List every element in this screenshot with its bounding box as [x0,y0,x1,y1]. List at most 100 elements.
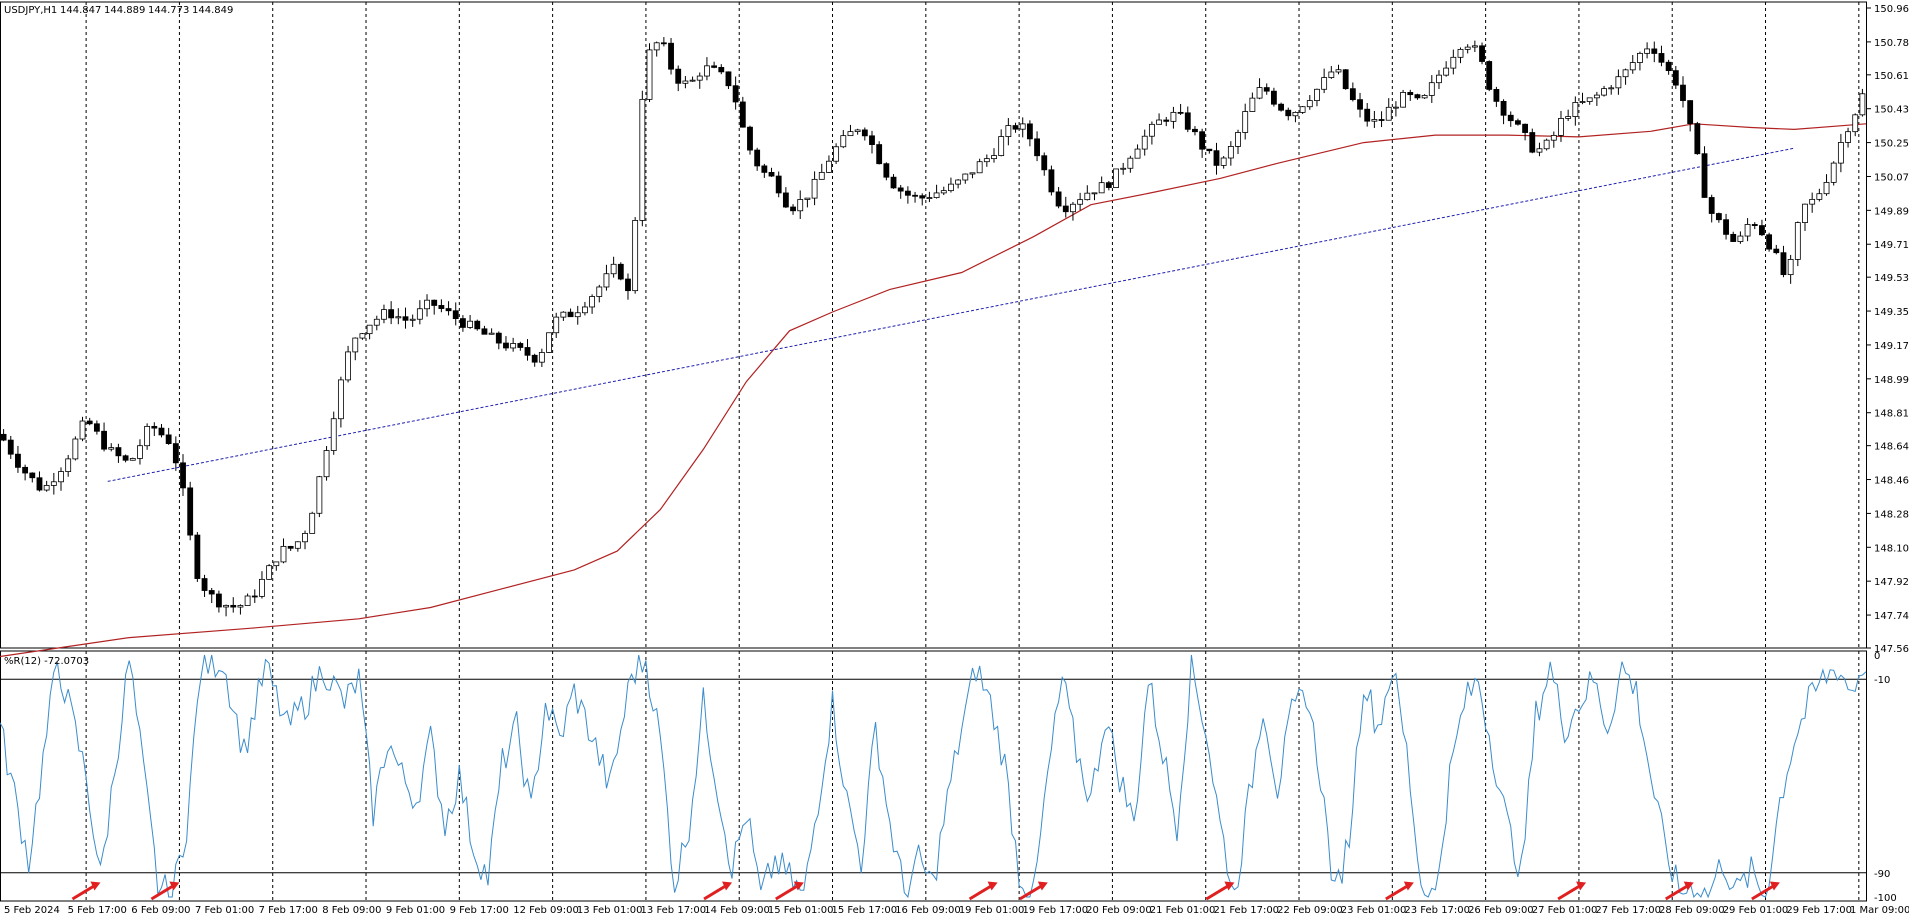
candle-body [747,126,753,151]
candle-body [660,42,667,45]
candle-body [1428,82,1435,96]
candle-body [431,299,438,306]
candle-body [1550,135,1557,141]
candle-body [208,590,215,595]
candle-body [560,311,567,318]
candle-body [266,565,273,580]
candle-body [79,420,86,440]
candle-body [1314,88,1320,101]
price-axis-label: 149.535 [1874,273,1909,284]
candle-body [230,604,237,608]
candle-body [180,462,186,489]
candle-body [1450,56,1457,69]
candle-body [1421,95,1428,99]
time-axis-label: 14 Feb 09:00 [704,905,770,916]
candle-body [582,306,588,314]
red-arrow-head [1037,881,1048,891]
candle-body [151,425,158,429]
candle-body [58,471,64,483]
trendline-layer [107,147,1795,482]
candle-body [1845,131,1851,143]
candle-body [1651,48,1658,54]
candle-body [739,101,746,128]
candle-body [36,477,43,491]
candle-body [682,80,689,84]
time-axis-label: 16 Feb 09:00 [895,905,961,916]
price-axis-label: 150.965 [1874,4,1909,15]
moving-average-layer [0,123,1867,658]
price-axis-label: 148.995 [1874,375,1909,386]
candle-body [1809,198,1816,205]
candle-body [1515,120,1521,125]
candle-body [309,512,316,534]
ohlc-close: 144.849 [192,5,233,16]
candle-body [1141,135,1148,150]
price-axis-label: 149.175 [1874,341,1909,352]
red-arrow-head [1224,881,1235,891]
time-axis-label: 29 Feb 17:00 [1786,905,1852,916]
candle-body [488,332,495,335]
time-axis-label: 15 Feb 17:00 [832,905,898,916]
candle-body [675,68,682,84]
candle-body [337,379,344,420]
price-axis-label: 149.355 [1874,307,1909,318]
candle-body [366,324,373,335]
candle-body [1299,106,1306,113]
candle-body [1005,125,1012,137]
candle-body [711,65,718,68]
price-axis-label: 150.250 [1874,139,1909,150]
candle-body [1048,169,1055,193]
candle-body [1665,61,1672,72]
candle-body [50,481,57,486]
candle-body [1285,109,1292,117]
candle-body [467,320,474,328]
candle-body [639,98,646,221]
candle-body [1091,192,1098,195]
indicator-axis-label: -10 [1874,675,1890,686]
candle-body [1256,87,1263,99]
candle-body [1026,123,1033,140]
williams-r-layer [0,654,1867,899]
candle-body [1715,213,1722,221]
candle-body [782,192,789,208]
candle-body [940,190,947,194]
candle-body [976,161,983,174]
candle-body [1105,182,1112,188]
candle-body [237,605,244,608]
candle-body [1098,182,1105,194]
candle-body [617,263,624,280]
williams-r-line [0,654,1867,899]
candle-body [1802,203,1808,223]
price-pane-frame [0,1,1867,649]
red-arrow-shaft [1751,883,1777,901]
candle-body [704,65,710,77]
time-axis-label: 21 Feb 01:00 [1150,905,1216,916]
candle-body [1378,119,1385,121]
time-axis-label: 9 Feb 01:00 [386,905,445,916]
candle-body [1148,123,1155,137]
candle-body [409,318,416,321]
red-arrow-shaft [150,883,177,901]
candle-body [1328,71,1335,78]
candle-body [158,427,165,436]
red-arrow-shaft [1664,883,1691,901]
candle-body [1744,224,1751,237]
price-axis-label: 148.280 [1874,509,1909,520]
grid-layer [0,1,1867,902]
candle-body [1192,128,1198,133]
candle-body [919,195,926,199]
candle-body [1823,181,1830,195]
candle-body [1443,67,1450,76]
candle-body [1608,87,1615,90]
candle-body [416,308,423,320]
time-axis-label: 27 Feb 17:00 [1595,905,1661,916]
price-axis-label: 148.815 [1874,409,1909,420]
candle-body [165,434,172,445]
candle-body [1644,48,1651,54]
price-axis-label: 150.785 [1874,38,1909,49]
candle-body [1127,157,1134,169]
time-axis-label: 1 Mar 09:00 [1850,905,1909,916]
candle-body [546,332,552,353]
candle-body [1780,252,1787,276]
